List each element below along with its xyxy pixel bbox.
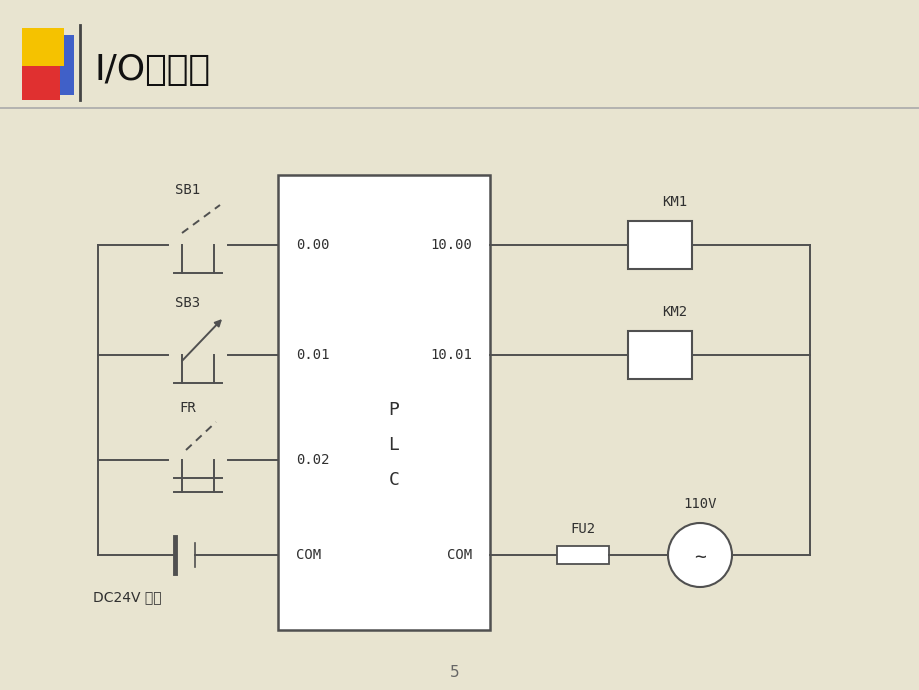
Text: C: C xyxy=(388,471,399,489)
Text: P: P xyxy=(388,401,399,419)
Text: COM: COM xyxy=(296,548,321,562)
Text: 5: 5 xyxy=(449,665,460,680)
Text: 110V: 110V xyxy=(683,497,716,511)
Text: L: L xyxy=(388,436,399,454)
Text: 0.01: 0.01 xyxy=(296,348,329,362)
Bar xyxy=(556,546,608,564)
Text: 10.00: 10.00 xyxy=(430,238,471,252)
Bar xyxy=(22,66,60,100)
Text: KM2: KM2 xyxy=(662,305,686,319)
Circle shape xyxy=(667,523,732,587)
Text: 10.01: 10.01 xyxy=(430,348,471,362)
Text: I/O接线图: I/O接线图 xyxy=(95,53,210,87)
Text: SB3: SB3 xyxy=(176,296,200,310)
Bar xyxy=(628,221,691,269)
Text: 0.00: 0.00 xyxy=(296,238,329,252)
Text: FU2: FU2 xyxy=(570,522,595,536)
Bar xyxy=(22,28,64,66)
Text: KM1: KM1 xyxy=(662,195,686,209)
Text: 0.02: 0.02 xyxy=(296,453,329,467)
Text: ~: ~ xyxy=(693,547,705,566)
Text: SB1: SB1 xyxy=(176,183,200,197)
Text: COM: COM xyxy=(447,548,471,562)
Bar xyxy=(278,175,490,630)
Text: DC24V 电源: DC24V 电源 xyxy=(93,590,162,604)
Bar xyxy=(628,331,691,379)
Bar xyxy=(42,35,74,95)
Text: FR: FR xyxy=(179,401,196,415)
